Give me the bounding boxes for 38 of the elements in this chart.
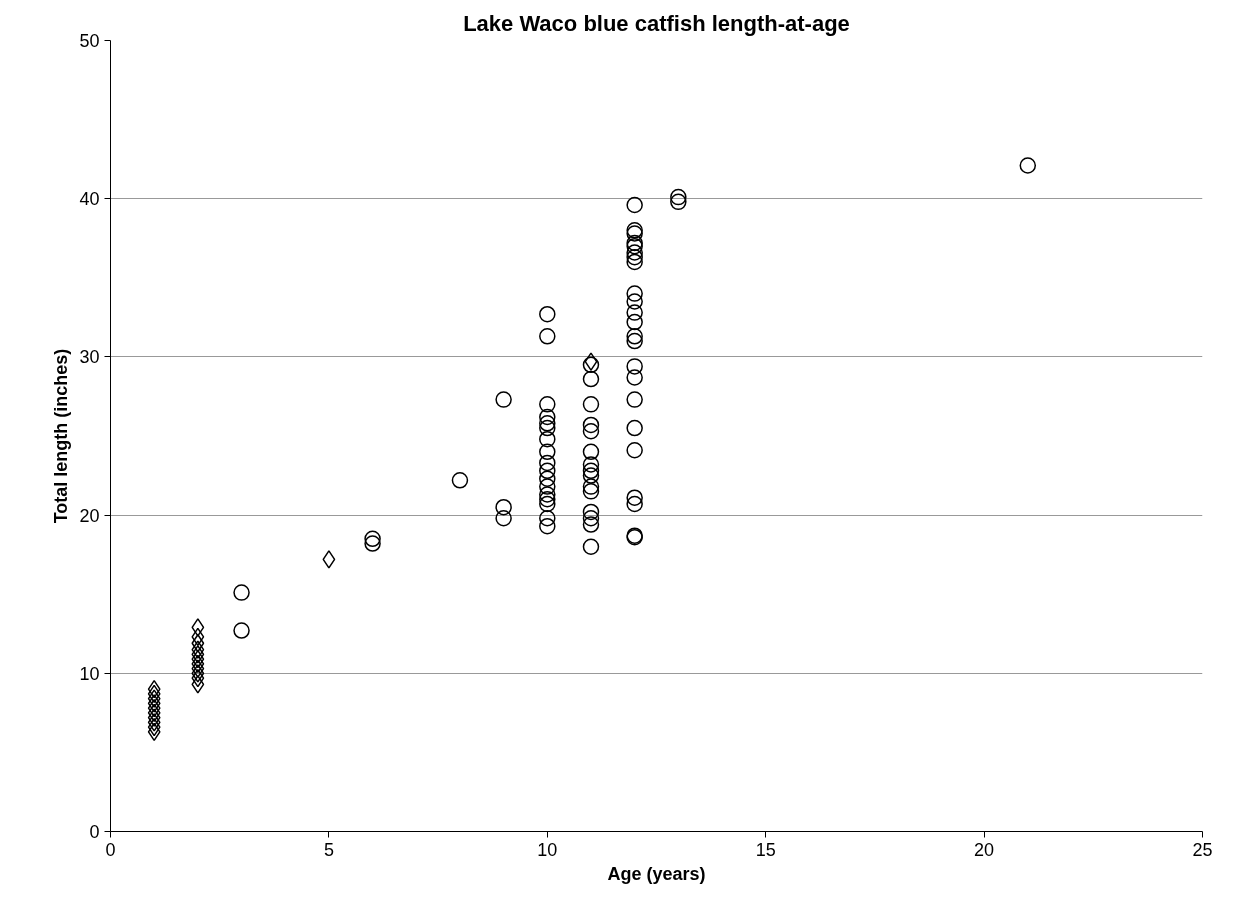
chart-title: Lake Waco blue catfish length-at-age [463, 10, 850, 36]
x-tick-label: 25 [1192, 839, 1213, 860]
point [147, 694, 161, 713]
point [584, 352, 598, 371]
point [147, 717, 161, 737]
y-tick-label: 0 [89, 822, 100, 842]
x-tick-label: 20 [974, 839, 995, 860]
point [147, 679, 161, 699]
point [191, 664, 205, 683]
point [191, 627, 205, 647]
x-axis-title: Age (years) [607, 863, 706, 884]
point [147, 698, 161, 718]
point [191, 654, 205, 674]
y-tick-label: 20 [79, 505, 100, 526]
point [191, 649, 205, 669]
x-tick-label: 15 [755, 839, 776, 860]
point [191, 645, 205, 664]
point [191, 633, 205, 653]
x-tick-label: 0 [105, 839, 116, 860]
point [191, 640, 205, 659]
y-tick-label: 40 [79, 189, 100, 210]
y-axis-title: Total length (inches) [51, 348, 72, 524]
y-tick-label: 50 [79, 31, 100, 51]
point [147, 689, 161, 708]
point [191, 659, 205, 678]
y-tick-label: 30 [79, 347, 100, 368]
y-tick-label: 10 [79, 663, 100, 684]
point [191, 668, 205, 688]
x-tick-label: 10 [537, 839, 558, 860]
point [147, 684, 161, 704]
point [147, 713, 161, 732]
point [147, 703, 161, 723]
point [147, 722, 161, 742]
x-tick-label: 5 [323, 839, 334, 860]
point [322, 550, 336, 569]
point [191, 618, 205, 637]
point [147, 708, 161, 727]
point [191, 675, 205, 694]
